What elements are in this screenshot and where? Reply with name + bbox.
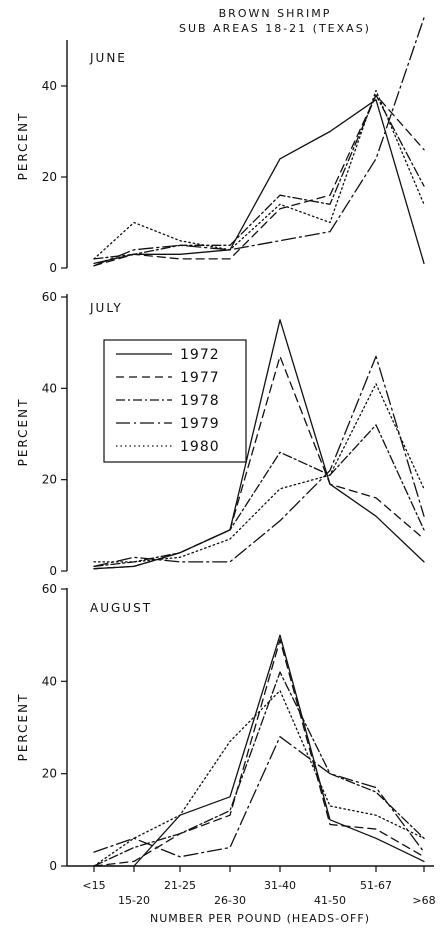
series-line-1980	[93, 383, 425, 563]
series-line-1977	[93, 639, 425, 867]
y-tick-label: 40	[42, 381, 57, 395]
series-line-1980	[93, 89, 425, 260]
x-tick-label: 51-67	[360, 879, 392, 892]
june-ylabel: PERCENT	[16, 112, 30, 181]
panel-july: JULY PERCENT 0 20 40 60	[16, 290, 425, 578]
august-ticks: 0 20 40 60	[42, 582, 67, 873]
y-tick-label: 60	[42, 582, 57, 596]
y-tick-label: 40	[42, 79, 57, 93]
y-tick-label: 40	[42, 674, 57, 688]
x-tick-label: 21-25	[164, 879, 196, 892]
y-tick-label: 20	[42, 170, 57, 184]
legend-box	[103, 339, 247, 463]
june-title: JUNE	[89, 51, 127, 65]
x-axis-label: NUMBER PER POUND (HEADS-OFF)	[150, 912, 370, 925]
legend: 1972 1977 1978 1979 1980	[103, 339, 247, 463]
panel-august: AUGUST PERCENT 0 20 40 60 <15 15-20 21-25 26-3…	[16, 582, 436, 907]
series-line-1979	[93, 355, 425, 568]
x-tick-label: 41-50	[314, 894, 346, 907]
legend-label-1979: 1979	[180, 416, 220, 432]
july-series	[93, 319, 425, 570]
x-tick-label: 26-30	[214, 894, 246, 907]
figure-title-line1: BROWN SHRIMP	[219, 7, 332, 20]
series-line-1978	[93, 671, 425, 867]
x-ticks: <15 15-20 21-25 26-30 31-40 41-50 51-67 >68	[82, 866, 436, 907]
y-tick-label: 0	[49, 261, 57, 275]
july-ylabel: PERCENT	[16, 398, 30, 467]
series-line-1977	[93, 94, 425, 267]
y-tick-label: 0	[49, 564, 57, 578]
y-tick-label: 0	[49, 859, 57, 873]
x-tick-label: >68	[412, 894, 435, 907]
august-ylabel: PERCENT	[16, 693, 30, 762]
series-line-1980	[93, 689, 425, 867]
panel-june: JUNE PERCENT 0 20 40	[16, 17, 425, 275]
figure-title-line2: SUB AREAS 18-21 (TEXAS)	[179, 22, 371, 35]
legend-label-1972: 1972	[180, 347, 220, 363]
y-tick-label: 20	[42, 473, 57, 487]
series-line-1979	[93, 736, 425, 858]
series-line-1972	[93, 634, 425, 867]
y-tick-label: 60	[42, 290, 57, 304]
x-tick-label: <15	[82, 879, 105, 892]
august-title: AUGUST	[90, 601, 152, 615]
legend-label-1977: 1977	[180, 370, 220, 386]
series-line-1978	[93, 424, 425, 568]
june-ticks: 0 20 40	[42, 79, 67, 275]
x-tick-label: 15-20	[118, 894, 150, 907]
july-ticks: 0 20 40 60	[42, 290, 67, 578]
legend-label-1978: 1978	[180, 393, 220, 409]
series-line-1977	[93, 355, 425, 570]
series-line-1979	[93, 17, 425, 267]
july-title: JULY	[89, 301, 123, 315]
x-tick-label: 31-40	[264, 879, 296, 892]
june-series	[93, 17, 425, 267]
y-tick-label: 20	[42, 767, 57, 781]
legend-label-1980: 1980	[180, 439, 220, 455]
series-line-1972	[93, 319, 425, 570]
series-line-1978	[93, 94, 425, 260]
august-series	[93, 634, 425, 867]
series-line-1972	[93, 99, 425, 265]
